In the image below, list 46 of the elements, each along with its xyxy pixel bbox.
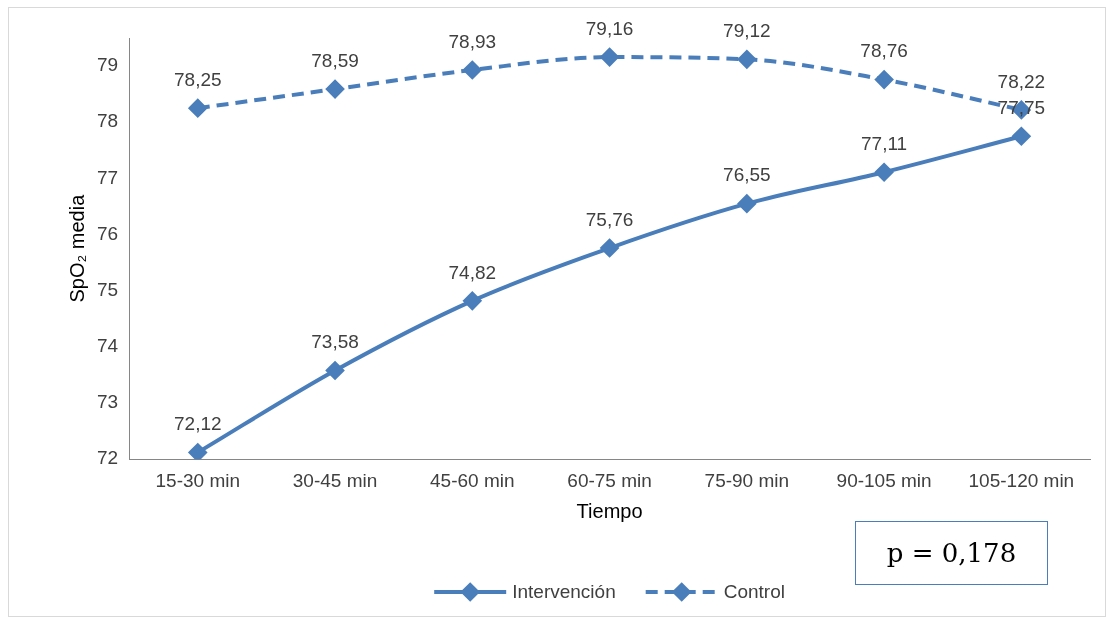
data-label: 72,12 — [173, 413, 222, 435]
y-tick-label: 73 — [96, 391, 119, 413]
point — [188, 443, 207, 460]
x-axis-title: Tiempo — [576, 499, 643, 522]
point — [1012, 127, 1031, 146]
data-label: 78,25 — [173, 68, 222, 90]
data-label: 77,11 — [861, 132, 908, 154]
point — [326, 361, 345, 380]
x-tick-label: 30-45 min — [292, 469, 378, 491]
point — [326, 80, 345, 99]
point — [737, 194, 756, 213]
x-tick-label: 75-90 min — [704, 469, 790, 491]
data-label: 75,76 — [585, 208, 634, 230]
data-label: 78,22 — [997, 70, 1046, 92]
text: p = 0,178 — [855, 521, 1048, 585]
data-label: 76,55 — [723, 164, 771, 186]
legend-label: Control — [723, 581, 785, 603]
y-tick-label: 74 — [96, 335, 119, 357]
y-tick-label: 75 — [96, 278, 119, 300]
y-axis-title: SpO₂ media — [65, 193, 88, 303]
x-tick-label: 105-120 min — [968, 469, 1075, 491]
data-label: 79,12 — [723, 20, 771, 42]
point — [737, 50, 756, 69]
x-tick-label: 90-105 min — [836, 469, 932, 491]
y-tick-label: 77 — [96, 166, 119, 188]
point — [463, 291, 482, 310]
point — [463, 61, 482, 80]
data-label: 74,82 — [448, 261, 497, 283]
y-tick-label: 78 — [96, 110, 119, 132]
y-tick-label: 79 — [96, 54, 119, 76]
data-label: 73,58 — [311, 331, 359, 353]
point — [875, 163, 894, 182]
point — [875, 70, 894, 89]
data-label: 79,16 — [585, 17, 634, 39]
x-tick-label: 60-75 min — [567, 469, 652, 491]
point — [600, 48, 619, 67]
x-tick-label: 15-30 min — [155, 469, 241, 491]
data-label: 78,59 — [311, 49, 359, 71]
point — [188, 99, 207, 118]
y-tick-label: 76 — [96, 222, 119, 244]
data-label: 78,76 — [860, 40, 908, 62]
legend-label: Intervención — [512, 581, 616, 603]
x-tick-label: 45-60 min — [430, 469, 515, 491]
data-label: 78,93 — [448, 30, 497, 52]
y-tick-label: 72 — [96, 447, 119, 469]
point — [600, 239, 619, 258]
